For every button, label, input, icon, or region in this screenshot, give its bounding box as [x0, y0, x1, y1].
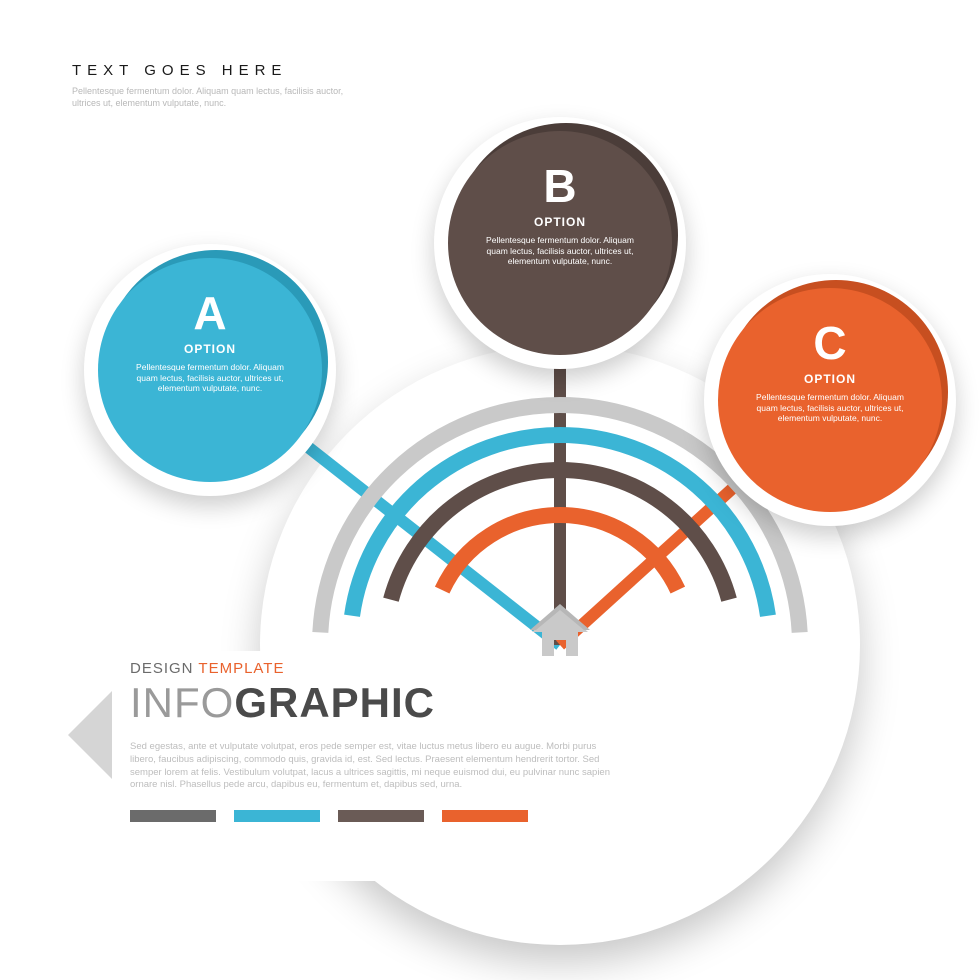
swatch-2	[338, 810, 424, 822]
node-option-label: OPTION	[98, 342, 322, 356]
infographic-canvas: TEXT GOES HERE Pellentesque fermentum do…	[0, 0, 980, 980]
title-part-1: INFO	[130, 679, 234, 726]
title-part-2: GRAPHIC	[234, 679, 435, 726]
home-icon	[528, 598, 592, 662]
swatch-3	[442, 810, 528, 822]
arrow-triangle	[68, 691, 112, 779]
bottom-block: DESIGN TEMPLATE INFOGRAPHIC Sed egestas,…	[130, 660, 610, 822]
bottom-body: Sed egestas, ante et vulputate volutpat,…	[130, 741, 610, 792]
option-node-b: B OPTION Pellentesque fermentum dolor. Ali…	[434, 117, 686, 369]
node-letter: A	[98, 286, 322, 340]
kicker-part-1: DESIGN	[130, 660, 198, 677]
bottom-kicker: DESIGN TEMPLATE	[130, 660, 610, 677]
swatch-0	[130, 810, 216, 822]
node-body-text: Pellentesque fermentum dolor. Aliquam qu…	[130, 362, 290, 394]
node-option-label: OPTION	[448, 215, 672, 229]
kicker-part-2: TEMPLATE	[198, 660, 284, 677]
option-node-c: C OPTION Pellentesque fermentum dolor. Ali…	[704, 274, 956, 526]
node-letter: B	[448, 159, 672, 213]
swatch-row	[130, 810, 610, 822]
node-main-disc: C OPTION Pellentesque fermentum dolor. Ali…	[718, 288, 942, 512]
node-body-text: Pellentesque fermentum dolor. Aliquam qu…	[480, 235, 640, 267]
node-option-label: OPTION	[718, 372, 942, 386]
bottom-title: INFOGRAPHIC	[130, 679, 610, 727]
node-main-disc: A OPTION Pellentesque fermentum dolor. Ali…	[98, 258, 322, 482]
node-body-text: Pellentesque fermentum dolor. Aliquam qu…	[750, 392, 910, 424]
node-letter: C	[718, 316, 942, 370]
option-node-a: A OPTION Pellentesque fermentum dolor. Ali…	[84, 244, 336, 496]
swatch-1	[234, 810, 320, 822]
node-main-disc: B OPTION Pellentesque fermentum dolor. Ali…	[448, 131, 672, 355]
ring-orange	[442, 515, 678, 590]
